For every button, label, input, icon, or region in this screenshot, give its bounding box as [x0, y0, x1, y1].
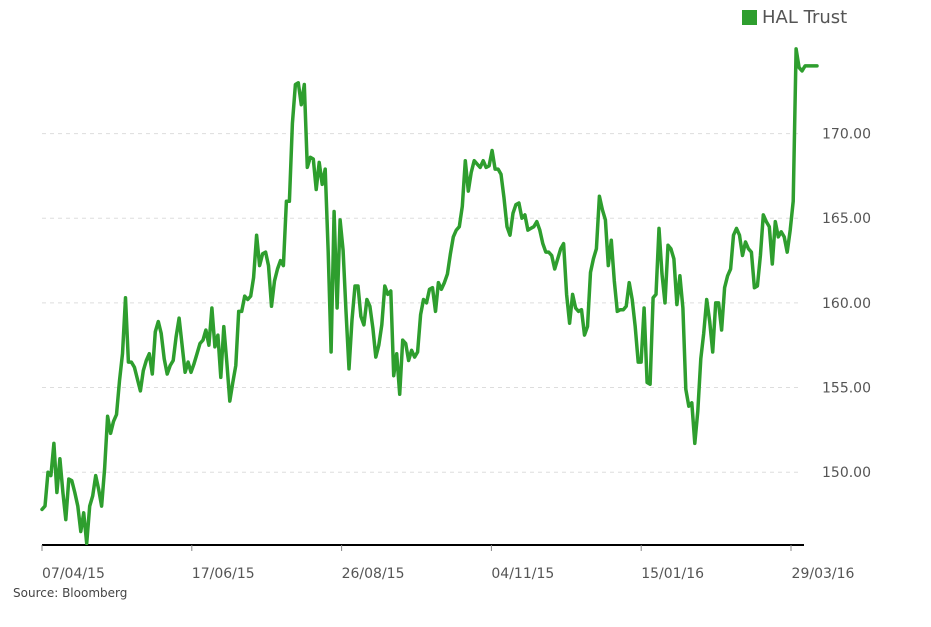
x-tick-label: 15/01/16: [641, 566, 704, 582]
y-tick-label: 165.00: [822, 211, 871, 227]
source-note: Source: Bloomberg: [13, 586, 128, 600]
y-axis-ticks: 150.00 155.00 160.00 165.00 170.00: [822, 127, 871, 482]
x-axis-ticks: 07/04/15 17/06/15 26/08/15 04/11/15 15/01/16…: [41, 545, 855, 582]
y-tick-label: 155.00: [822, 381, 871, 397]
x-tick-label: 17/06/15: [192, 566, 255, 582]
series-line-hal-trust: [40, 47, 819, 546]
y-tick-label: 170.00: [822, 127, 871, 143]
legend-label: HAL Trust: [762, 7, 848, 28]
legend: HAL Trust: [742, 7, 847, 28]
x-tick-label: 04/11/15: [491, 566, 554, 582]
grid-lines: [42, 133, 800, 473]
y-tick-label: 160.00: [822, 296, 871, 312]
x-tick-label: 07/04/15: [42, 566, 105, 582]
legend-swatch: [742, 10, 757, 25]
x-tick-label: 26/08/15: [342, 566, 405, 582]
x-tick-label: 29/03/16: [792, 566, 855, 582]
y-tick-label: 150.00: [822, 465, 871, 481]
